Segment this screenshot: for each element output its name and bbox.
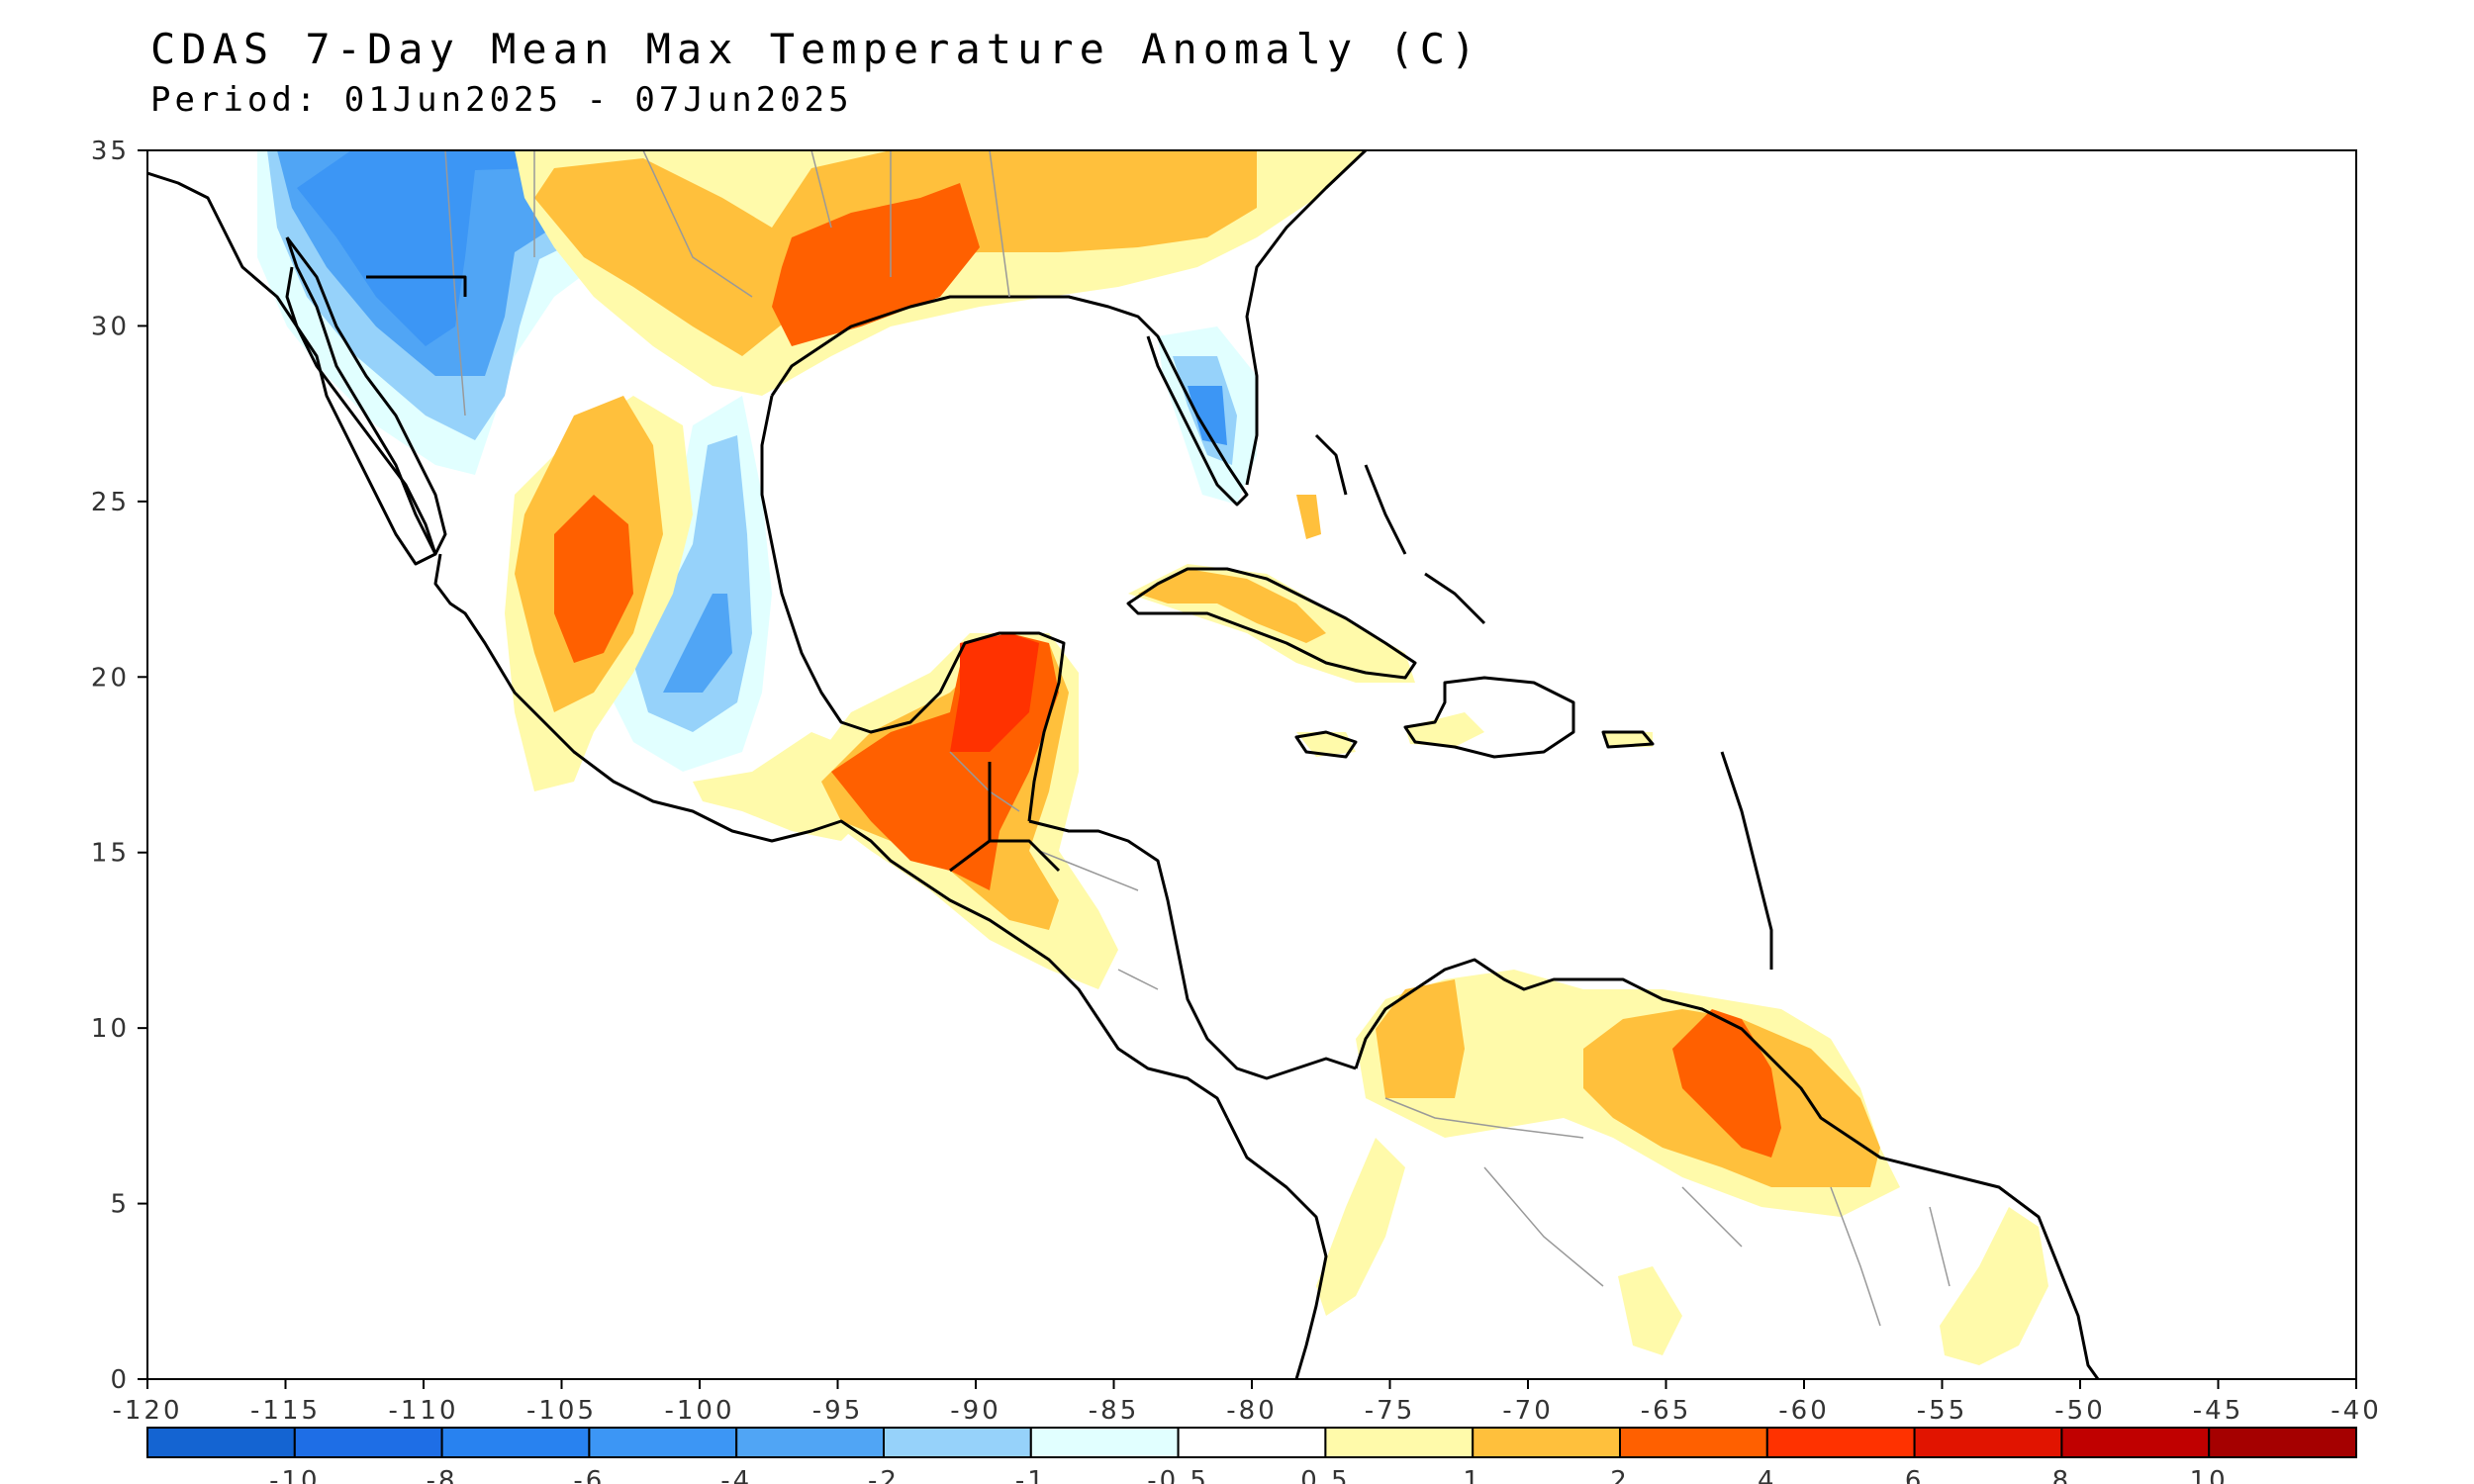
lat-tick-label: 10 — [91, 1014, 130, 1044]
colorbar-label: -4 — [720, 1466, 752, 1484]
colorbar-swatch — [1913, 1427, 2063, 1458]
lat-tick-label: 25 — [91, 488, 130, 517]
colorbar-label: 10 — [2190, 1466, 2229, 1484]
colorbar-label: 4 — [1758, 1466, 1777, 1484]
lon-tick-label: -120 — [112, 1396, 182, 1426]
lon-tick-label: -55 — [1917, 1396, 1967, 1426]
lon-tick-label: -70 — [1502, 1396, 1553, 1426]
lat-tick-label: 0 — [110, 1365, 130, 1395]
map-plot-area — [147, 150, 2356, 1379]
country-borders — [366, 150, 1951, 1327]
warm-anomaly-region-cuba — [1128, 495, 1415, 683]
colorbar-label: 2 — [1610, 1466, 1630, 1484]
colorbar-label: -0.5 — [1147, 1466, 1209, 1484]
longitude-axis: -120 -115 -110 -105 -100 -95 -90 -85 -80 -75 -70 -6… — [112, 1379, 2381, 1426]
colorbar-label: -8 — [427, 1466, 458, 1484]
warm-anomaly-region-yucatan-central-america — [792, 633, 1118, 989]
lon-tick-label: -75 — [1365, 1396, 1415, 1426]
lon-tick-label: -80 — [1226, 1396, 1277, 1426]
colorbar-label: 8 — [2052, 1466, 2072, 1484]
lon-tick-label: -45 — [2193, 1396, 2243, 1426]
colorbar-swatch — [2208, 1427, 2357, 1458]
map-subtitle: Period: 01Jun2025 - 07Jun2025 — [150, 80, 853, 120]
lat-tick-label: 35 — [91, 137, 130, 166]
colorbar-swatch — [1029, 1427, 1180, 1458]
lat-tick-label: 5 — [110, 1190, 130, 1220]
warm-anomaly-region-northern-south-america — [1356, 970, 1900, 1217]
colorbar-swatch — [1619, 1427, 1768, 1458]
colorbar-swatch — [1472, 1427, 1621, 1458]
lon-tick-label: -60 — [1778, 1396, 1829, 1426]
lon-tick-label: -110 — [388, 1396, 458, 1426]
lat-tick-label: 15 — [91, 839, 130, 869]
colorbar: -10 -8 -6 -4 -2 -1 -0.5 0.5 1 2 4 6 8 10 — [146, 1427, 2357, 1484]
lon-tick-label: -90 — [950, 1396, 1000, 1426]
colorbar-swatch — [1765, 1427, 1916, 1458]
lon-tick-label: -40 — [2331, 1396, 2381, 1426]
lon-tick-label: -85 — [1089, 1396, 1139, 1426]
colorbar-swatch — [146, 1427, 296, 1458]
colorbar-label: 1 — [1463, 1466, 1482, 1484]
lat-tick-label: 20 — [91, 663, 130, 693]
cold-anomaly-region-central-mexico — [604, 396, 772, 772]
colorbar-swatch — [1324, 1427, 1475, 1458]
colorbar-swatch — [1177, 1427, 1327, 1458]
lon-tick-label: -50 — [2054, 1396, 2105, 1426]
colorbar-swatch — [735, 1427, 886, 1458]
colorbar-label: 6 — [1905, 1466, 1925, 1484]
lon-tick-label: -95 — [812, 1396, 863, 1426]
colorbar-swatch — [2060, 1427, 2211, 1458]
cold-anomaly-region-florida — [1158, 326, 1257, 505]
lon-tick-label: -100 — [664, 1396, 734, 1426]
lon-tick-label: -115 — [250, 1396, 321, 1426]
warm-anomaly-region-west-mexico — [505, 396, 693, 791]
map-title: CDAS 7-Day Mean Max Temperature Anomaly … — [150, 25, 1481, 73]
colorbar-swatch — [883, 1427, 1032, 1458]
coastlines — [147, 150, 2100, 1379]
lat-tick-label: 30 — [91, 312, 130, 341]
latitude-axis: 0 5 10 15 20 25 30 35 — [91, 137, 147, 1395]
colorbar-label: -1 — [1015, 1466, 1047, 1484]
colorbar-swatch — [293, 1427, 443, 1458]
colorbar-label: -10 — [269, 1466, 320, 1484]
warm-anomaly-region-texas-gulf — [515, 150, 1366, 396]
warm-anomaly-region-colombia-guiana — [1316, 1138, 2048, 1365]
colorbar-swatch — [588, 1427, 738, 1458]
colorbar-swatch — [440, 1427, 591, 1458]
colorbar-label: -2 — [868, 1466, 900, 1484]
colorbar-label: -6 — [573, 1466, 605, 1484]
lon-tick-label: -65 — [1641, 1396, 1691, 1426]
colorbar-label: 0.5 — [1300, 1466, 1350, 1484]
lon-tick-label: -105 — [526, 1396, 597, 1426]
